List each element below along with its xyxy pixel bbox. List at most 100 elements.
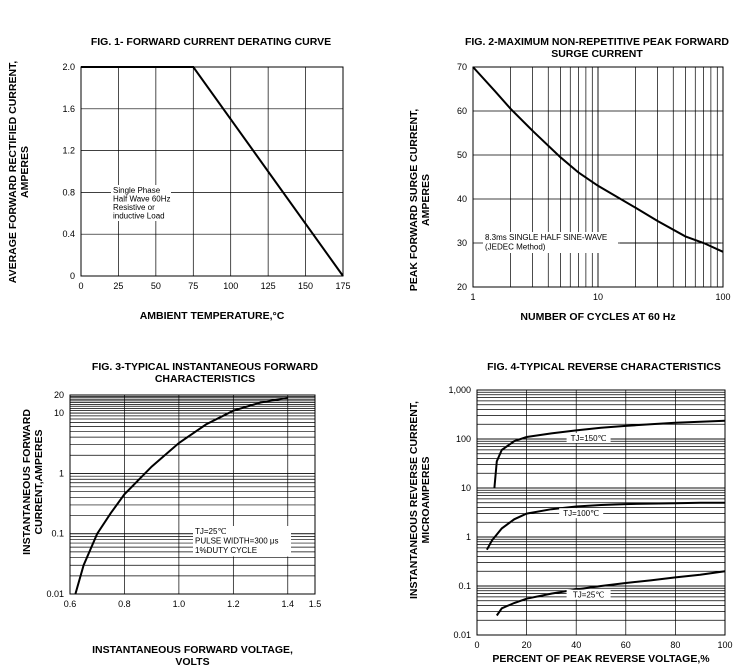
fig3-xtick-label: 0.8 — [118, 599, 131, 609]
fig4-series-label: TJ=25℃ — [573, 591, 604, 600]
fig4-y-axis-label: INSTANTANEOUS REVERSE CURRENT, — [408, 401, 420, 599]
fig1-annotation: inductive Load — [113, 212, 165, 221]
fig2-chart: 1 10 100 20 30 40 50 60 70 FIG. 2-MAXIMUM NON-REP… — [408, 36, 731, 323]
fig1-xtick-label: 175 — [335, 281, 350, 291]
fig4-series-label-bg — [566, 589, 611, 600]
fig1-chart: 0 25 50 75 100 125 150 175 0 0.4 0.8 1.2 1.6 2.0 FIG. … — [7, 36, 351, 322]
fig4-series-label: TJ=100℃ — [563, 509, 599, 518]
fig3-annotation: 1%DUTY CYCLE — [195, 546, 257, 555]
fig1-annotation: Resistive or — [113, 203, 155, 212]
fig1-xtick-label: 50 — [151, 281, 161, 291]
fig1-ytick-label: 0 — [70, 271, 75, 281]
fig1-xtick-label: 25 — [113, 281, 123, 291]
fig2-ytick-label: 20 — [457, 282, 467, 292]
fig1-series-line — [81, 66, 344, 277]
fig3-annotation-bg — [193, 526, 291, 557]
fig4-series-line — [495, 570, 726, 617]
fig2-ytick-label: 30 — [457, 238, 467, 248]
fig1-xtick-label: 75 — [188, 281, 198, 291]
fig2-xtick-label: 10 — [593, 292, 603, 302]
fig4-chart: 0 20 40 60 80 100 0.01 0.1 1 10 100 1,000 FIG. 4-TYP… — [408, 361, 733, 665]
fig1-frame — [80, 66, 344, 277]
fig3-title: FIG. 3-TYPICAL INSTANTANEOUS FORWARD — [92, 361, 319, 373]
fig2-annotation-bg — [483, 232, 618, 253]
fig3-frame — [69, 394, 316, 595]
fig3-xtick-label: 1.0 — [173, 599, 186, 609]
fig4-series-label-bg — [559, 508, 604, 519]
fig4-xtick-label: 80 — [670, 640, 680, 650]
fig1-grid — [80, 66, 344, 277]
fig3-annotation: PULSE WIDTH=300 μs — [195, 537, 279, 546]
fig4-series-line — [486, 501, 725, 551]
fig4-xtick-label: 40 — [571, 640, 581, 650]
fig3-annotation: TJ=25℃ — [195, 527, 226, 536]
fig3-ytick-label: 20 — [54, 390, 64, 400]
fig3-series-line — [74, 396, 288, 595]
fig2-ytick-label: 60 — [457, 106, 467, 116]
fig4-ytick-label: 100 — [456, 434, 471, 444]
fig1-annotation-bg — [111, 185, 171, 221]
fig4-ytick-label: 1 — [466, 532, 471, 542]
fig2-y-axis-label: AMPERES — [420, 174, 432, 226]
fig3-y-axis-label: INSTANTANEOUS FORWARD — [21, 409, 33, 555]
fig1-ytick-label: 1.2 — [62, 146, 75, 156]
fig1-ytick-label: 0.8 — [62, 187, 75, 197]
fig3-ytick-label: 0.1 — [51, 529, 64, 539]
fig1-xtick-label: 100 — [223, 281, 238, 291]
fig3-y-axis-label: CURRENT,AMPERES — [33, 429, 45, 534]
fig4-x-axis-label: PERCENT OF PEAK REVERSE VOLTAGE,% — [492, 653, 710, 665]
fig3-x-axis-label: INSTANTANEOUS FORWARD VOLTAGE, — [92, 644, 293, 656]
fig2-x-axis-label: NUMBER OF CYCLES AT 60 Hz — [520, 311, 675, 323]
fig4-ytick-label: 0.1 — [458, 581, 471, 591]
fig4-ytick-label: 1,000 — [448, 385, 471, 395]
fig1-y-axis-label: AMPERES — [19, 146, 31, 198]
fig1-xtick-label: 125 — [261, 281, 276, 291]
fig2-ytick-label: 40 — [457, 194, 467, 204]
fig1-ytick-label: 0.4 — [62, 229, 75, 239]
fig4-grid — [476, 389, 726, 636]
fig4-xtick-label: 0 — [474, 640, 479, 650]
fig3-x-axis-label: VOLTS — [175, 656, 209, 667]
fig4-ytick-label: 0.01 — [453, 630, 471, 640]
fig1-title: FIG. 1- FORWARD CURRENT DERATING CURVE — [91, 36, 331, 48]
fig2-y-axis-label: PEAK FORWARD SURGE CURRENT, — [408, 109, 420, 291]
fig2-grid — [472, 66, 724, 288]
fig2-annotation: 8.3ms SINGLE HALF SINE-WAVE — [485, 233, 607, 242]
fig2-ytick-label: 70 — [457, 62, 467, 72]
fig3-xtick-label: 1.4 — [282, 599, 295, 609]
fig1-x-axis-label: AMBIENT TEMPERATURE,°C — [140, 310, 285, 322]
fig3-xtick-label: 1.2 — [227, 599, 240, 609]
fig2-ytick-label: 50 — [457, 150, 467, 160]
fig2-series-line — [472, 66, 724, 253]
fig3-ytick-label: 10 — [54, 408, 64, 418]
fig2-title: SURGE CURRENT — [551, 48, 643, 60]
fig4-ytick-label: 10 — [461, 483, 471, 493]
fig2-annotation: (JEDEC Method) — [485, 243, 546, 252]
fig4-xtick-label: 20 — [522, 640, 532, 650]
fig2-frame — [472, 66, 724, 288]
fig3-xtick-label: 0.6 — [64, 599, 77, 609]
fig4-title: FIG. 4-TYPICAL REVERSE CHARACTERISTICS — [487, 361, 721, 373]
fig1-xtick-label: 150 — [298, 281, 313, 291]
fig1-annotation: Half Wave 60Hz — [113, 195, 171, 204]
fig1-annotation: Single Phase — [113, 186, 161, 195]
fig3-ytick-label: 0.01 — [46, 589, 64, 599]
fig4-xtick-label: 60 — [621, 640, 631, 650]
fig1-ytick-label: 2.0 — [62, 62, 75, 72]
fig1-xtick-label: 0 — [78, 281, 83, 291]
fig3-chart: 0.6 0.8 1.0 1.2 1.4 1.5 0.01 0.1 1 10 20 FIG. 3-TYP… — [21, 361, 321, 667]
fig2-title: FIG. 2-MAXIMUM NON-REPETITIVE PEAK FORWA… — [465, 36, 729, 48]
fig1-y-axis-label: AVERAGE FORWARD RECTIFIED CURRENT, — [7, 61, 19, 284]
fig2-xtick-label: 1 — [470, 292, 475, 302]
fig4-y-axis-label: MICROAMPERES — [420, 457, 432, 544]
fig4-series-label-bg — [566, 433, 611, 444]
fig3-ytick-label: 1 — [59, 468, 64, 478]
fig3-title: CHARACTERISTICS — [155, 373, 255, 385]
fig4-xtick-label: 100 — [717, 640, 732, 650]
fig4-series-label: TJ=150℃ — [571, 434, 607, 443]
fig3-grid — [69, 394, 316, 595]
fig4-frame — [476, 389, 726, 636]
fig4-series-line — [493, 419, 726, 489]
fig3-xtick-label: 1.5 — [309, 599, 322, 609]
